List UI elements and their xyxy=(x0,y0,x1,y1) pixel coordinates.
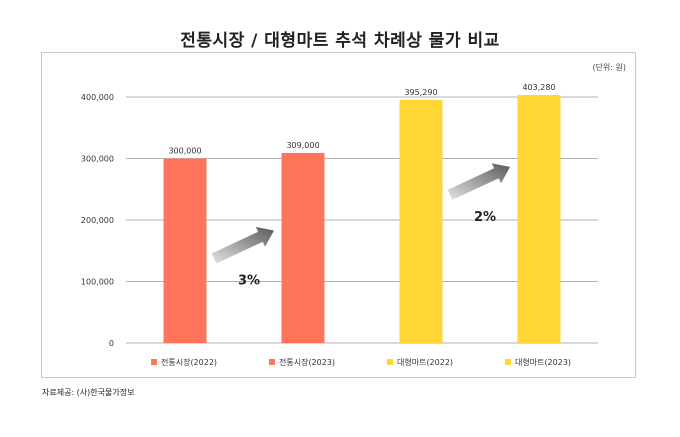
legend-swatch xyxy=(269,359,275,365)
data-label: 300,000 xyxy=(168,147,201,156)
growth-arrow-icon xyxy=(447,163,510,200)
legend-label: 대형마트(2022) xyxy=(397,358,453,367)
y-tick-label: 100,000 xyxy=(81,278,114,287)
growth-arrow-icon xyxy=(211,226,274,264)
legend-label: 전통시장(2023) xyxy=(279,357,335,367)
growth-label: 2% xyxy=(474,210,496,225)
chart-title: 전통시장 / 대형마트 추석 차례상 물가 비교 xyxy=(180,31,500,51)
bar xyxy=(163,158,207,343)
source-note: 자료제공: (사)한국물가정보 xyxy=(42,388,135,397)
legend-swatch xyxy=(151,359,157,365)
data-label: 403,280 xyxy=(522,83,555,92)
unit-note: (단위: 원) xyxy=(592,63,626,72)
legend-label: 전통시장(2022) xyxy=(161,357,217,367)
y-tick-label: 0 xyxy=(109,339,114,348)
data-label: 309,000 xyxy=(286,141,319,150)
bar xyxy=(517,94,561,343)
legend-label: 대형마트(2023) xyxy=(515,358,571,367)
legend-swatch xyxy=(387,359,393,365)
legend-swatch xyxy=(505,359,511,365)
growth-label: 3% xyxy=(238,274,260,289)
y-tick-label: 200,000 xyxy=(81,216,114,225)
bar xyxy=(281,152,325,343)
y-tick-label: 300,000 xyxy=(81,155,114,164)
y-tick-label: 400,000 xyxy=(81,93,114,102)
data-label: 395,290 xyxy=(404,88,437,97)
bar xyxy=(399,99,443,343)
chart-frame xyxy=(41,52,636,378)
